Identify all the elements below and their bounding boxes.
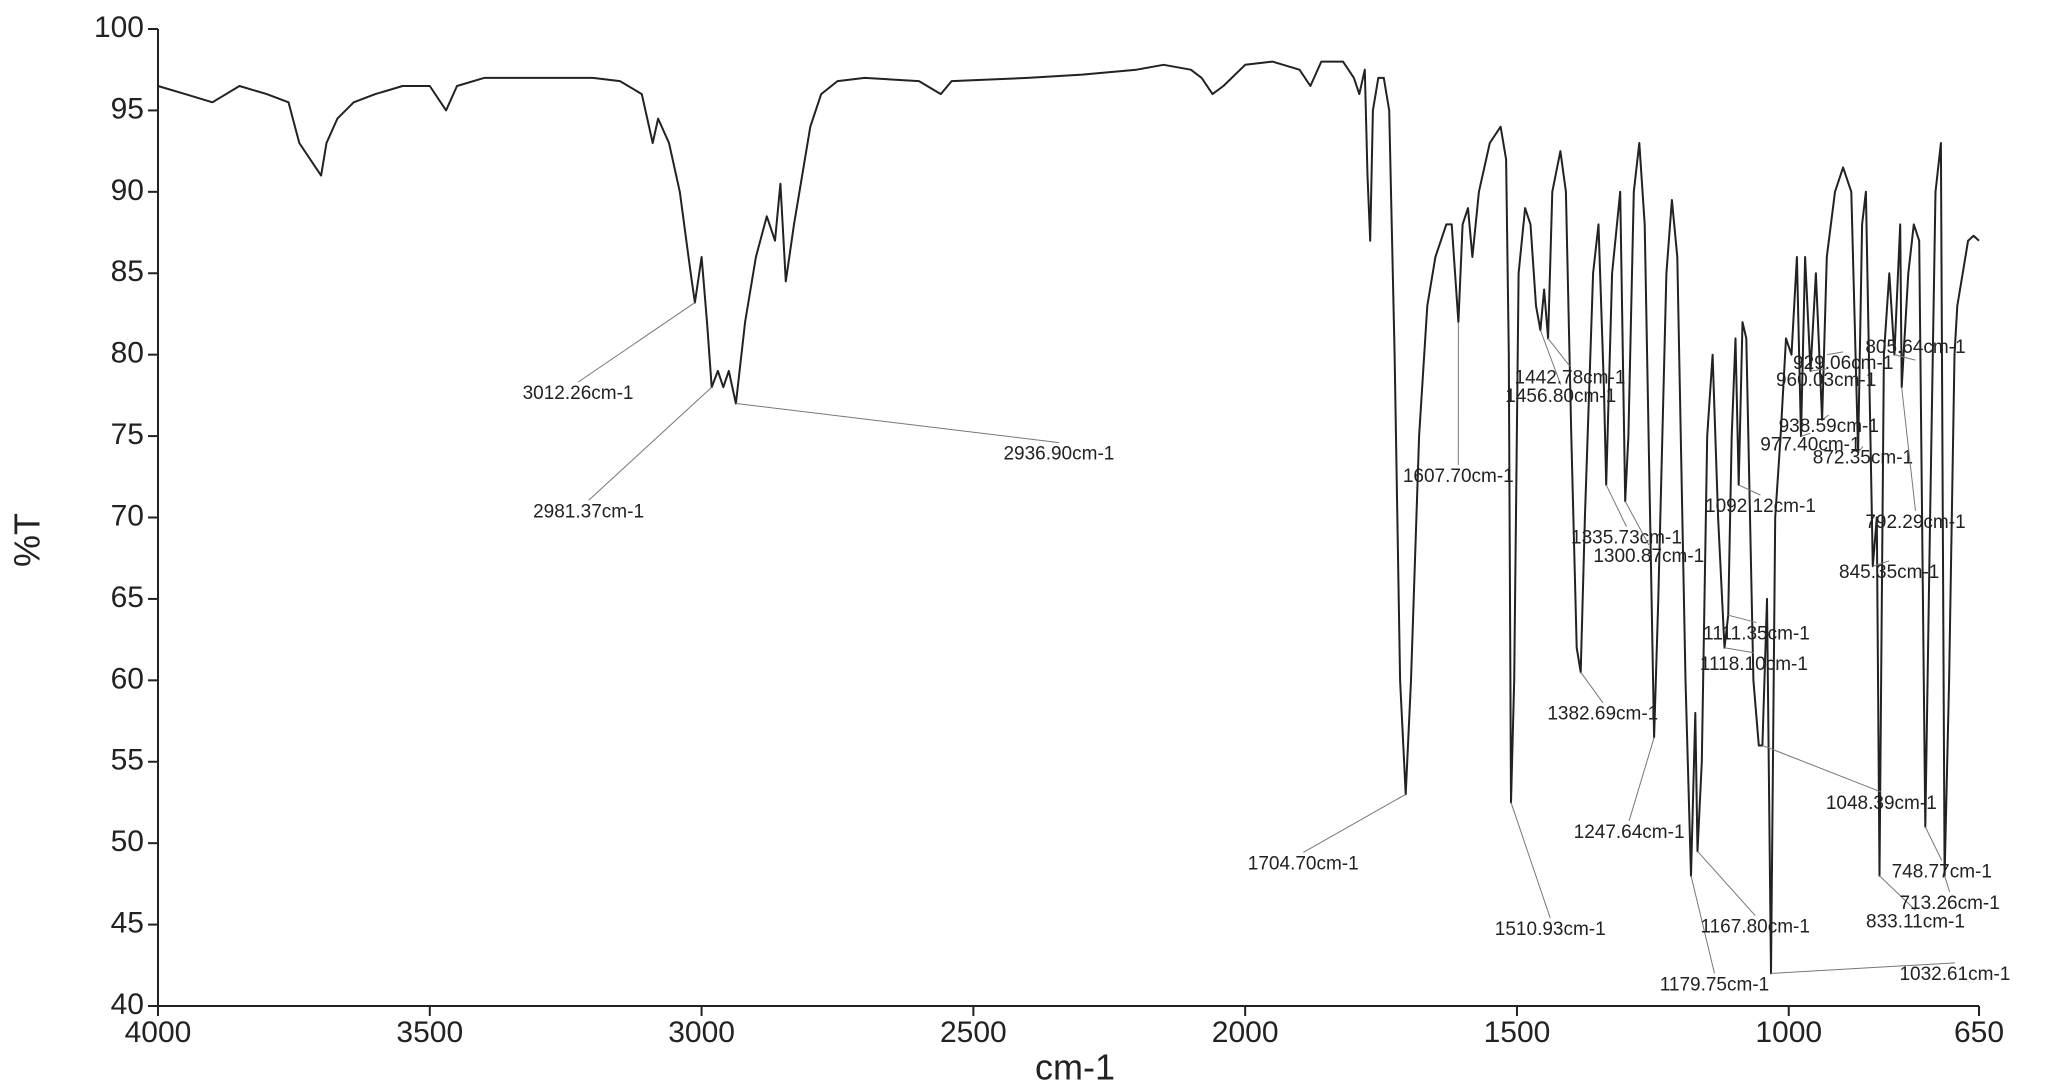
annotation-label: 1048.39cm-1 — [1826, 793, 1937, 814]
annotation-label: 960.03cm-1 — [1776, 370, 1876, 391]
annotation-label: 1167.80cm-1 — [1700, 917, 1810, 938]
annotation-leader — [1800, 432, 1811, 437]
y-tick-label: 95 — [111, 92, 144, 125]
annotation-label: 1335.73cm-1 — [1571, 528, 1682, 549]
annotation-label: 1179.75cm-1 — [1660, 974, 1770, 995]
annotation-leader — [1724, 647, 1754, 654]
y-tick-label: 60 — [111, 662, 144, 695]
annotation-label: 833.11cm-1 — [1866, 911, 1965, 932]
y-tick-label: 65 — [111, 581, 144, 614]
annotation-label: 1118.10cm-1 — [1700, 654, 1808, 675]
y-tick-label: 75 — [111, 418, 144, 451]
y-tick-label: 50 — [111, 825, 144, 858]
annotation-leader — [1580, 671, 1604, 703]
annotation-leader — [1924, 826, 1943, 861]
annotation-leader — [1738, 484, 1761, 496]
y-tick-label: 90 — [111, 174, 144, 207]
annotation-leader — [1894, 354, 1916, 361]
annotation-leader — [1547, 338, 1571, 367]
annotation-leader — [1728, 614, 1757, 624]
annotation-leader — [1770, 962, 1955, 974]
x-tick-label: 2000 — [1212, 1016, 1279, 1049]
y-tick-label: 40 — [111, 988, 144, 1021]
x-tick-label: 3000 — [668, 1016, 735, 1049]
annotation-label: 845.35cm-1 — [1839, 562, 1939, 583]
x-tick-label: 4000 — [125, 1016, 192, 1049]
annotation-label: 748.77cm-1 — [1892, 861, 1992, 882]
annotation-leader — [1510, 802, 1551, 919]
annotation-leader — [1690, 875, 1715, 974]
annotation-label: 1510.93cm-1 — [1495, 919, 1606, 940]
annotation-leader — [1827, 351, 1844, 356]
x-tick-label: 650 — [1954, 1016, 2004, 1049]
x-tick-label: 3500 — [396, 1016, 463, 1049]
annotation-label: 1300.87cm-1 — [1593, 546, 1704, 567]
x-tick-label: 1500 — [1484, 1016, 1551, 1049]
annotation-leader — [1628, 737, 1655, 822]
y-tick-label: 85 — [111, 255, 144, 288]
annotation-label: 1704.70cm-1 — [1248, 853, 1359, 874]
annotation-label: 1382.69cm-1 — [1547, 704, 1658, 725]
annotation-leader — [1762, 745, 1882, 793]
spectrum-line — [157, 60, 1980, 975]
annotation-label: 2981.37cm-1 — [533, 501, 644, 522]
annotation-label: 805.64cm-1 — [1865, 337, 1965, 358]
y-tick-label: 80 — [111, 337, 144, 370]
annotation-leader — [1624, 500, 1650, 546]
annotation-label: 977.40cm-1 — [1760, 434, 1860, 455]
annotation-label: 1607.70cm-1 — [1403, 466, 1514, 487]
annotation-leader — [1303, 793, 1406, 853]
annotation-label: 713.26cm-1 — [1899, 893, 1999, 914]
annotation-leader — [588, 386, 713, 501]
annotation-label: 1032.61cm-1 — [1899, 964, 2010, 985]
annotation-label: 3012.26cm-1 — [523, 383, 634, 404]
annotation-leader — [1810, 368, 1827, 372]
annotation-label: 1456.80cm-1 — [1505, 386, 1616, 407]
annotation-leader — [577, 302, 696, 383]
y-tick-label: 55 — [111, 744, 144, 777]
annotation-leader — [735, 403, 1059, 444]
annotation-leader — [1857, 446, 1864, 453]
annotation-label: 1111.35cm-1 — [1703, 624, 1810, 645]
annotation-label: 1092.12cm-1 — [1705, 496, 1816, 517]
y-tick-label: 100 — [94, 11, 144, 44]
annotation-leader — [1605, 484, 1627, 527]
annotation-label: 938.59cm-1 — [1779, 416, 1879, 437]
annotation-label: 1247.64cm-1 — [1574, 822, 1685, 843]
annotation-label: 2936.90cm-1 — [1003, 444, 1114, 465]
annotation-label: 792.29cm-1 — [1865, 512, 1965, 533]
annotation-leader — [1901, 387, 1916, 511]
x-axis-title: cm-1 — [1035, 1047, 1115, 1088]
annotation-leader — [1821, 414, 1830, 421]
annotation-label: 929.06cm-1 — [1793, 353, 1893, 374]
y-tick-label: 45 — [111, 907, 144, 940]
annotation-label: 872.35cm-1 — [1813, 448, 1913, 469]
y-axis-title: %T — [7, 513, 48, 567]
annotation-leader — [1879, 875, 1916, 911]
x-tick-label: 1000 — [1755, 1016, 1822, 1049]
annotation-leader — [1539, 330, 1562, 385]
y-tick-label: 70 — [111, 499, 144, 532]
annotation-leader — [1944, 875, 1951, 893]
annotation-leader — [1872, 560, 1890, 567]
annotation-leader — [1697, 850, 1756, 916]
annotation-label: 1442.78cm-1 — [1515, 367, 1626, 388]
x-tick-label: 2500 — [940, 1016, 1007, 1049]
